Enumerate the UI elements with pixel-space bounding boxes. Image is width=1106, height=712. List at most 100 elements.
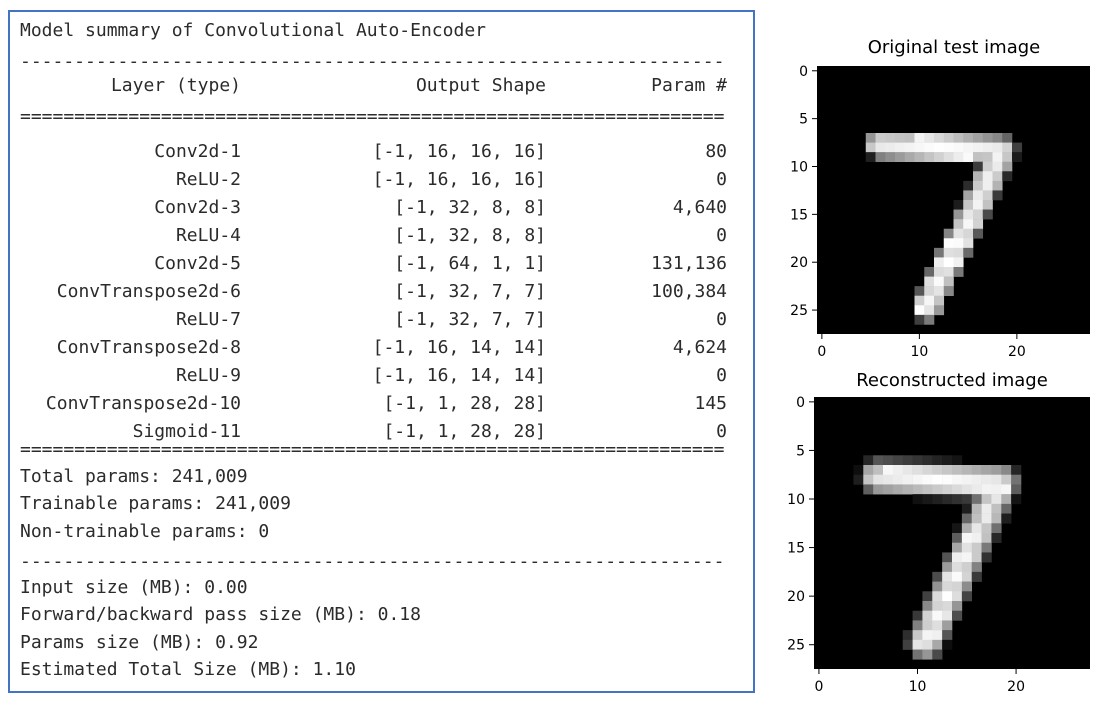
image-pixel — [943, 257, 954, 268]
image-pixel — [943, 247, 954, 258]
image-pixel — [865, 152, 876, 163]
image-pixel — [902, 484, 913, 495]
row-layer-name: ConvTranspose2d-10 — [45, 393, 241, 414]
image-pixel — [863, 465, 874, 476]
image-pixel — [902, 474, 913, 485]
row-param-count: 145 — [694, 393, 727, 414]
non-trainable-params: Non-trainable params: 0 — [20, 521, 270, 542]
original-digit-seven — [865, 133, 1023, 325]
image-pixel — [912, 484, 923, 495]
image-pixel — [981, 542, 992, 553]
row-layer-name: ConvTranspose2d-6 — [56, 281, 241, 302]
y-tick-label: 20 — [787, 589, 805, 605]
image-pixel — [943, 238, 954, 249]
image-pixel — [981, 533, 992, 544]
image-pixel — [942, 455, 953, 466]
image-pixel — [932, 649, 943, 660]
image-pixel — [924, 295, 935, 306]
image-pixel — [961, 542, 973, 553]
image-pixel — [981, 484, 992, 495]
image-pixel — [1012, 152, 1023, 163]
image-pixel — [863, 455, 874, 466]
y-tick-label: 0 — [796, 395, 805, 411]
image-pixel — [924, 267, 935, 277]
image-pixel — [961, 465, 973, 476]
image-pixel — [971, 552, 982, 563]
image-pixel — [952, 571, 963, 582]
image-pixel — [952, 465, 963, 476]
image-pixel — [922, 620, 933, 631]
row-layer-name: ReLU-2 — [175, 169, 241, 190]
image-pixel — [934, 152, 945, 163]
row-layer-name: ReLU-4 — [175, 225, 241, 246]
image-pixel — [943, 286, 954, 297]
total-params: Total params: 241,009 — [20, 466, 248, 487]
reconstructed-digit-seven — [853, 455, 1022, 660]
image-pixel — [912, 610, 923, 621]
image-pixel — [961, 533, 973, 544]
image-pixel — [902, 639, 913, 650]
image-pixel — [943, 228, 954, 239]
summary-title: Model summary of Convolutional Auto-Enco… — [20, 20, 486, 41]
image-pixel — [922, 649, 933, 660]
image-pixel — [971, 562, 982, 573]
original-image-title: Original test image — [868, 37, 1041, 58]
image-pixel — [991, 465, 1002, 476]
separator-sizes: ----------------------------------------… — [20, 552, 725, 572]
image-pixel — [981, 494, 992, 505]
image-pixel — [922, 465, 933, 476]
image-pixel — [895, 142, 906, 153]
forward-backward-size: Forward/backward pass size (MB): 0.18 — [20, 604, 421, 625]
input-size: Input size (MB): 0.00 — [20, 577, 248, 598]
image-pixel — [952, 562, 963, 573]
image-pixel — [932, 610, 943, 621]
image-pixel — [991, 513, 1002, 524]
params-size: Params size (MB): 0.92 — [20, 632, 259, 653]
image-pixel — [934, 276, 945, 287]
image-pixel — [1011, 474, 1022, 485]
y-tick-label: 20 — [790, 255, 808, 271]
image-pixel — [973, 133, 984, 143]
image-pixel — [982, 190, 993, 201]
image-pixel — [873, 474, 884, 485]
image-pixel — [932, 571, 943, 582]
image-pixel — [942, 484, 953, 495]
image-pixel — [942, 610, 953, 621]
image-pixel — [904, 152, 915, 163]
image-pixel — [982, 171, 993, 182]
row-param-count: 100,384 — [651, 281, 727, 302]
image-pixel — [991, 474, 1002, 485]
image-pixel — [912, 649, 923, 660]
image-pixel — [981, 552, 992, 563]
image-pixel — [963, 219, 974, 230]
row-layer-name: Conv2d-1 — [154, 141, 241, 162]
image-pixel — [914, 305, 925, 316]
image-pixel — [912, 639, 923, 650]
image-pixel — [973, 171, 984, 182]
image-pixel — [912, 455, 923, 466]
image-pixel — [953, 247, 964, 258]
image-pixel — [932, 455, 943, 466]
image-pixel — [1002, 152, 1013, 163]
image-pixel — [953, 200, 964, 210]
image-pixel — [991, 503, 1002, 514]
image-pixel — [992, 171, 1003, 182]
image-pixel — [922, 474, 933, 485]
image-pixel — [934, 295, 945, 306]
image-pixel — [932, 620, 943, 631]
image-pixel — [892, 474, 904, 485]
row-layer-name: ReLU-7 — [175, 309, 241, 330]
row-param-count: 0 — [716, 365, 727, 386]
image-pixel — [992, 133, 1003, 143]
reconstructed-image-title: Reconstructed image — [856, 370, 1048, 391]
image-pixel — [992, 190, 1003, 201]
image-pixel — [883, 484, 894, 495]
image-pixel — [961, 523, 973, 534]
image-pixel — [942, 620, 953, 631]
header-output-shape: Output Shape — [415, 75, 546, 96]
image-pixel — [932, 591, 943, 602]
image-pixel — [892, 484, 904, 495]
image-pixel — [865, 142, 876, 153]
image-pixel — [963, 209, 974, 220]
image-pixel — [883, 465, 894, 476]
